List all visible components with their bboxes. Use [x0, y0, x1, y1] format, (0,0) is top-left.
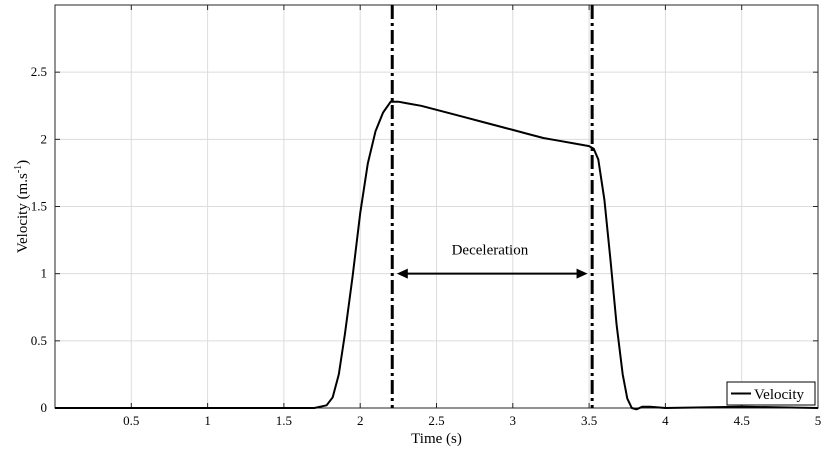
- y-axis-title-main: Velocity (m.s: [15, 173, 31, 253]
- x-tick-label: 0.5: [123, 413, 139, 428]
- grid: [55, 5, 819, 409]
- x-tick-label: 2.5: [428, 413, 444, 428]
- x-tick-label: 1: [204, 413, 211, 428]
- series-line-velocity: [55, 100, 819, 411]
- series-layer: [55, 100, 819, 411]
- y-tick-label: 1.5: [31, 199, 47, 214]
- x-tick-label: 4.5: [734, 413, 750, 428]
- x-tick-label: 4: [662, 413, 669, 428]
- y-axis-title-close: ): [15, 160, 31, 165]
- phase-boundaries: [390, 5, 594, 408]
- y-axis-title-sup: -1: [13, 165, 24, 173]
- x-tick-label: 2: [357, 413, 364, 428]
- y-tick-label: 1: [41, 266, 48, 281]
- y-tick-label: 0.5: [31, 333, 47, 348]
- deceleration-arrowhead-left: [396, 268, 408, 279]
- legend: Velocity: [726, 381, 816, 406]
- annotation-layer: Deceleration: [396, 242, 588, 279]
- tick-labels: 0.5 1 1.5 2 2.5 3 3.5 4 4.5 5 0 0.5 1 1.5 2 2.5: [31, 64, 822, 428]
- deceleration-arrowhead-right: [576, 268, 588, 279]
- x-tick-label: 5: [815, 413, 822, 428]
- y-tick-label: 2.5: [31, 64, 47, 79]
- y-tick-label: 2: [41, 131, 48, 146]
- deceleration-label: Deceleration: [452, 242, 529, 258]
- x-axis-title: Time (s): [411, 431, 462, 447]
- x-tick-label: 1.5: [276, 413, 292, 428]
- y-tick-label: 0: [41, 400, 48, 415]
- legend-box: [726, 381, 816, 406]
- x-tick-label: 3.5: [581, 413, 597, 428]
- legend-label-velocity: Velocity: [754, 387, 804, 403]
- x-tick-label: 3: [510, 413, 517, 428]
- y-axis-title: Velocity (m.s-1): [13, 160, 31, 253]
